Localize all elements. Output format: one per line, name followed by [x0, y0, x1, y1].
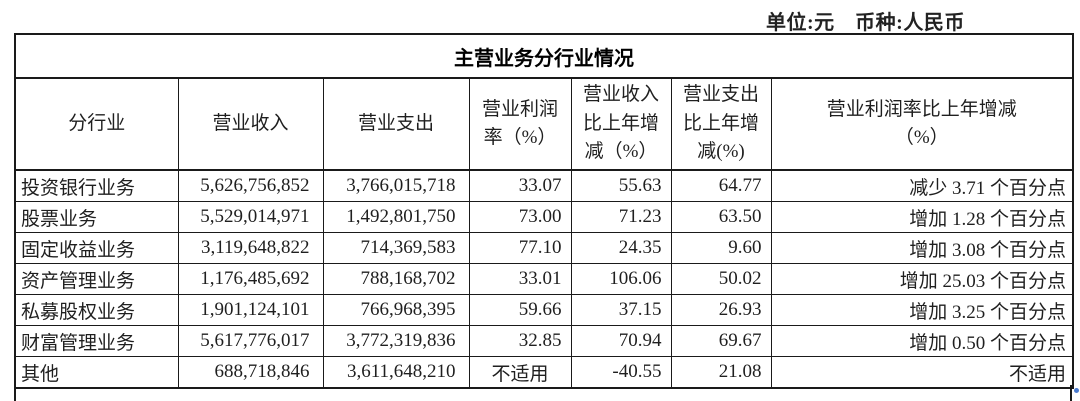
cell-revenue: 1,901,124,101	[177, 294, 324, 326]
cell-expense-yoy: 63.50	[670, 201, 772, 233]
column-header-industry: 分行业	[14, 77, 179, 171]
column-header-margin-yoy: 营业利润率比上年增减 （%）	[770, 77, 1074, 171]
cell-industry: 财富管理业务	[14, 325, 179, 357]
cell-revenue-yoy: -40.55	[570, 356, 672, 389]
unit-currency-note: 单位:元 币种:人民币	[766, 12, 965, 34]
cell-revenue: 3,119,648,822	[177, 232, 324, 264]
cell-margin: 73.00	[468, 201, 572, 233]
cell-expense-yoy: 69.67	[670, 325, 772, 357]
cell-revenue-yoy: 37.15	[570, 294, 672, 326]
table-title-row: 主营业务分行业情况	[14, 33, 1074, 79]
cell-revenue-yoy: 24.35	[570, 232, 672, 264]
cell-expense: 3,772,319,836	[322, 325, 470, 357]
cell-margin: 33.01	[468, 263, 572, 295]
table-header-row: 分行业 营业收入 营业支出 营业利润 率（%） 营业收入 比上年增 减（%） 营…	[14, 77, 1074, 171]
table-row: 固定收益业务 3,119,648,822 714,369,583 77.10 2…	[14, 232, 1074, 264]
table-row: 私募股权业务 1,901,124,101 766,968,395 59.66 3…	[14, 294, 1074, 326]
column-header-margin: 营业利润 率（%）	[468, 77, 572, 171]
table-row: 其他 688,718,846 3,611,648,210 不适用 -40.55 …	[14, 356, 1074, 389]
cell-margin-yoy: 不适用	[770, 356, 1074, 389]
cell-expense-yoy: 26.93	[670, 294, 772, 326]
cell-revenue-yoy: 55.63	[570, 169, 672, 202]
cell-expense-yoy: 50.02	[670, 263, 772, 295]
cell-expense: 3,611,648,210	[322, 356, 470, 389]
cell-expense-yoy: 64.77	[670, 169, 772, 202]
cell-margin-yoy: 增加 0.50 个百分点	[770, 325, 1074, 357]
cell-revenue: 5,617,776,017	[177, 325, 324, 357]
table-row: 资产管理业务 1,176,485,692 788,168,702 33.01 1…	[14, 263, 1074, 295]
cell-industry: 投资银行业务	[14, 169, 179, 202]
column-header-expense-yoy: 营业支出 比上年增 减(%)	[670, 77, 772, 171]
cell-revenue-yoy: 70.94	[570, 325, 672, 357]
cell-margin: 不适用	[468, 356, 572, 389]
cell-revenue: 1,176,485,692	[177, 263, 324, 295]
cell-revenue-yoy: 71.23	[570, 201, 672, 233]
cell-margin-yoy: 增加 3.08 个百分点	[770, 232, 1074, 264]
table-row: 投资银行业务 5,626,756,852 3,766,015,718 33.07…	[14, 169, 1074, 202]
cell-margin: 59.66	[468, 294, 572, 326]
cell-margin-yoy: 增加 1.28 个百分点	[770, 201, 1074, 233]
cell-expense: 1,492,801,750	[322, 201, 470, 233]
cell-margin: 32.85	[468, 325, 572, 357]
cell-industry: 其他	[14, 356, 179, 389]
cell-expense-yoy: 9.60	[670, 232, 772, 264]
column-header-expense: 营业支出	[322, 77, 470, 171]
industry-segment-table: 主营业务分行业情况 分行业 营业收入 营业支出 营业利润 率（%） 营业收入 比…	[14, 33, 1075, 389]
cell-margin-yoy: 减少 3.71 个百分点	[770, 169, 1074, 202]
table-row: 股票业务 5,529,014,971 1,492,801,750 73.00 7…	[14, 201, 1074, 233]
cell-margin: 33.07	[468, 169, 572, 202]
cell-industry: 固定收益业务	[14, 232, 179, 264]
cell-revenue: 688,718,846	[177, 356, 324, 389]
cell-industry: 股票业务	[14, 201, 179, 233]
cell-margin: 77.10	[468, 232, 572, 264]
cursor-artifact-dot	[1074, 388, 1079, 393]
cell-expense: 714,369,583	[322, 232, 470, 264]
cell-industry: 资产管理业务	[14, 263, 179, 295]
column-header-revenue: 营业收入	[177, 77, 324, 171]
table-row: 财富管理业务 5,617,776,017 3,772,319,836 32.85…	[14, 325, 1074, 357]
cell-margin-yoy: 增加 25.03 个百分点	[770, 263, 1074, 295]
column-header-revenue-yoy: 营业收入 比上年增 减（%）	[570, 77, 672, 171]
cell-revenue: 5,529,014,971	[177, 201, 324, 233]
cell-revenue: 5,626,756,852	[177, 169, 324, 202]
table-left-border-continuation	[14, 385, 16, 401]
table-right-border-continuation	[1070, 385, 1072, 401]
cell-expense-yoy: 21.08	[670, 356, 772, 389]
cell-industry: 私募股权业务	[14, 294, 179, 326]
cell-expense: 3,766,015,718	[322, 169, 470, 202]
cell-expense: 788,168,702	[322, 263, 470, 295]
cell-revenue-yoy: 106.06	[570, 263, 672, 295]
cell-expense: 766,968,395	[322, 294, 470, 326]
table-title: 主营业务分行业情况	[14, 33, 1074, 79]
cell-margin-yoy: 增加 3.25 个百分点	[770, 294, 1074, 326]
